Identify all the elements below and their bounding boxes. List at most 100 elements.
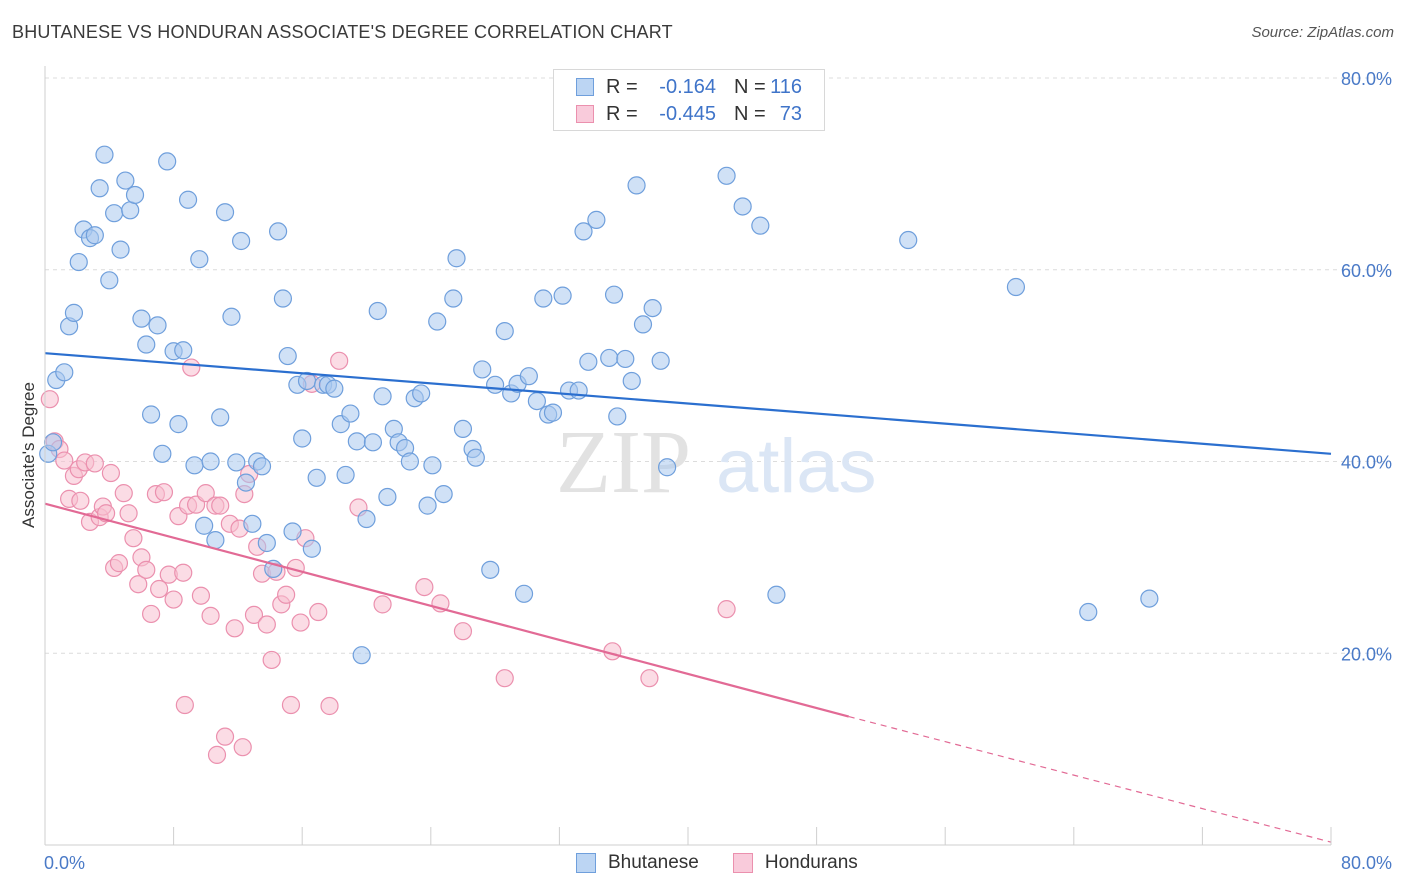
honduran-point (415, 577, 434, 597)
legend-n-label: N = (734, 75, 766, 98)
bhutanese-point (105, 204, 124, 223)
legend-swatch-blue (576, 78, 594, 96)
bhutanese-point (378, 487, 397, 507)
honduran-point (101, 463, 121, 483)
bhutanese-point (174, 341, 193, 360)
legend-r-value: -0.164 (659, 75, 716, 98)
bhutanese-point (495, 322, 514, 341)
bhutanese-point (341, 404, 360, 423)
legend-item-hondurans: Hondurans (732, 852, 858, 874)
bhutanese-point (90, 179, 109, 198)
bhutanese-point (100, 271, 119, 290)
legend-n-value: 73 (779, 102, 802, 125)
honduran-point (291, 613, 310, 632)
bhutanese-point (211, 408, 230, 427)
bhutanese-point (352, 646, 371, 665)
bhutanese-trend-line (44, 352, 1332, 455)
bhutanese-point (553, 286, 572, 305)
bhutanese-point (111, 240, 130, 259)
bhutanese-point (643, 299, 662, 318)
honduran-point (215, 727, 235, 746)
bhutanese-point (43, 433, 63, 452)
bhutanese-point (293, 429, 312, 448)
bhutanese-point (236, 473, 256, 492)
honduran-point (309, 602, 328, 622)
honduran-point (262, 650, 281, 670)
bhutanese-point (64, 303, 84, 322)
bhutanese-point (158, 152, 177, 171)
honduran-trend-extension (848, 715, 1332, 843)
honduran-point (40, 390, 59, 409)
honduran-point (225, 619, 244, 638)
legend-label-bhutanese: Bhutanese (608, 852, 699, 873)
bhutanese-point (222, 307, 241, 326)
honduran-trend-line (44, 502, 850, 718)
bhutanese-point (400, 452, 420, 471)
bhutanese-point (325, 379, 344, 398)
chart-title: BHUTANESE VS HONDURAN ASSOCIATE'S DEGREE… (12, 22, 673, 42)
x-tick-label: 0.0% (44, 853, 85, 873)
bhutanese-point (423, 456, 442, 475)
honduran-point (211, 496, 230, 515)
legend-swatch-blue (576, 853, 596, 873)
bhutanese-point (206, 531, 225, 550)
honduran-point (141, 604, 161, 624)
y-tick-label: 60.0% (1341, 261, 1392, 281)
bhutanese-point (368, 301, 387, 321)
bhutanese-point (190, 250, 209, 269)
y-tick-label: 40.0% (1341, 453, 1392, 473)
bhutanese-point (1006, 277, 1026, 297)
bhutanese-point (428, 312, 447, 331)
legend-r-label: R = (606, 102, 638, 125)
honduran-point (373, 595, 392, 614)
bhutanese-point (273, 289, 293, 308)
grid-lines (45, 77, 1391, 654)
honduran-point (85, 454, 104, 473)
bhutanese-point (69, 252, 88, 272)
honduran-point (717, 600, 736, 619)
chart-source: Source: ZipAtlas.com (1251, 24, 1394, 41)
honduran-point (495, 669, 514, 688)
bhutanese-point (278, 346, 297, 366)
bhutanese-point (633, 315, 653, 334)
bhutanese-point (543, 403, 563, 422)
honduran-point (129, 575, 148, 594)
honduran-point (55, 451, 74, 470)
bhutanese-point (527, 391, 546, 411)
bhutanese-point (132, 309, 151, 328)
bhutanese-point (600, 348, 619, 368)
honduran-point (114, 484, 133, 503)
honduran-point (281, 695, 301, 715)
bhutanese-point (519, 367, 538, 386)
bhutanese-point (651, 351, 670, 370)
honduran-point (207, 745, 227, 764)
honduran-point (330, 351, 349, 370)
bhutanese-point (514, 584, 534, 603)
bhutanese-point (55, 363, 74, 382)
bhutanese-point (185, 456, 204, 475)
honduran-point (137, 560, 156, 579)
legend-row-bhutanese: R = -0.164 N = 116 (576, 74, 802, 100)
honduran-point (640, 669, 659, 688)
legend-swatch-pink (732, 853, 753, 873)
honduran-point (320, 696, 339, 716)
bhutanese-point (444, 289, 463, 308)
honduran-point (257, 615, 276, 634)
legend-swatch-pink (576, 105, 594, 123)
correlation-legend: R = -0.164 N = 116 R = -0.445 N = 73 (553, 69, 825, 131)
legend-n-label: N = (734, 102, 766, 125)
bhutanese-point (195, 516, 214, 535)
bhutanese-point (412, 384, 431, 403)
bhutanese-point (215, 203, 235, 222)
bhutanese-point (767, 585, 786, 604)
bhutanese-point (574, 222, 593, 241)
bhutanese-point (137, 335, 156, 354)
bhutanese-point (252, 457, 272, 476)
bhutanese-point (125, 185, 145, 205)
bhutanese-point (658, 458, 677, 477)
bhutanese-point (604, 285, 624, 304)
honduran-point (174, 563, 193, 582)
bhutanese-point (466, 448, 485, 467)
bhutanese-point (717, 166, 736, 185)
bhutanese-point (447, 249, 466, 268)
